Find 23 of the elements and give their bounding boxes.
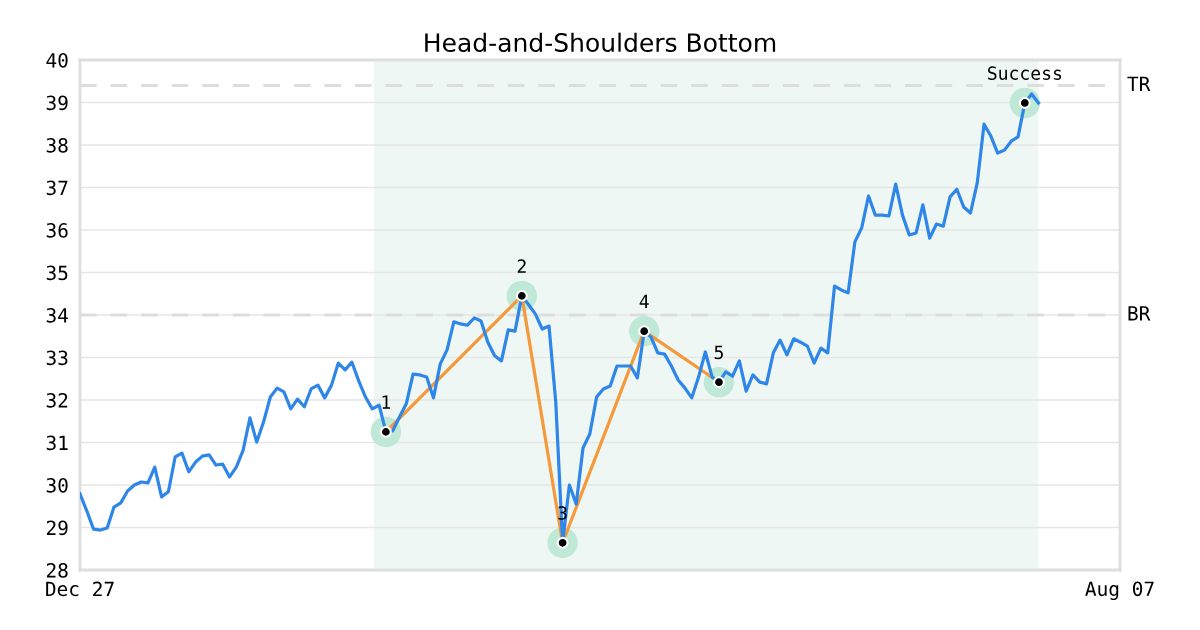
ref-line-label: TR — [1127, 76, 1151, 91]
y-tick-label: 40 — [46, 53, 68, 68]
ref-line-label: BR — [1128, 306, 1151, 321]
annotation: 1 — [382, 395, 391, 409]
x-tick-label: Dec 27 — [46, 581, 114, 597]
annotation: Success — [988, 66, 1062, 80]
y-tick-label: 35 — [46, 265, 68, 281]
annotation: 2 — [517, 259, 526, 273]
y-tick-label: 36 — [46, 223, 68, 238]
y-tick-label: 28 — [46, 563, 68, 578]
y-tick-label: 30 — [46, 478, 68, 493]
y-tick-label: 32 — [46, 393, 68, 408]
x-tick-label: Aug 07 — [1085, 581, 1154, 601]
annotation: 4 — [639, 294, 649, 308]
y-tick-label: 34 — [46, 308, 68, 323]
y-tick-label: 37 — [46, 180, 68, 196]
y-tick-label: 33 — [46, 350, 68, 366]
annotation: 5 — [714, 345, 723, 360]
y-tick-label: 38 — [46, 138, 68, 153]
chart-title: Head-and-Shoulders Bottom — [425, 32, 776, 53]
y-tick-label: 31 — [46, 435, 68, 451]
y-tick-label: 39 — [46, 95, 68, 111]
y-tick-label: 29 — [46, 520, 68, 536]
